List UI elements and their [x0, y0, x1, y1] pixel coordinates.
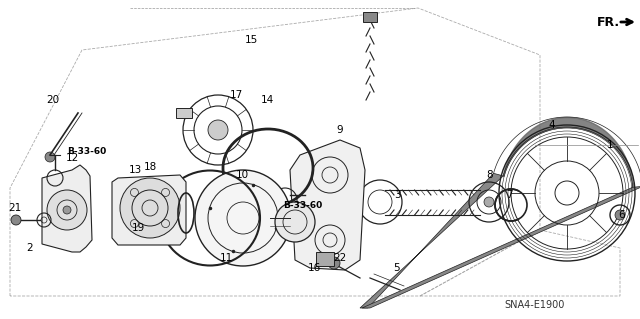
- Text: FR.: FR.: [597, 16, 620, 28]
- Text: 2: 2: [27, 243, 33, 253]
- Circle shape: [195, 170, 291, 266]
- Text: B-33-60: B-33-60: [283, 201, 323, 210]
- Bar: [316, 252, 334, 266]
- Text: 17: 17: [229, 90, 243, 100]
- Text: SNA4-E1900: SNA4-E1900: [505, 300, 565, 310]
- Text: 14: 14: [260, 95, 274, 105]
- Circle shape: [275, 202, 315, 242]
- Circle shape: [328, 257, 340, 269]
- Text: 22: 22: [333, 253, 347, 263]
- Circle shape: [11, 215, 21, 225]
- Text: 1: 1: [607, 140, 613, 150]
- Text: 4: 4: [548, 120, 556, 130]
- Text: 20: 20: [47, 95, 60, 105]
- Text: 12: 12: [65, 153, 79, 163]
- Circle shape: [120, 178, 180, 238]
- Text: 19: 19: [131, 223, 145, 233]
- Polygon shape: [362, 186, 640, 308]
- Text: 21: 21: [8, 203, 22, 213]
- Circle shape: [615, 210, 625, 220]
- Polygon shape: [42, 165, 92, 252]
- Circle shape: [47, 190, 87, 230]
- Text: 3: 3: [394, 190, 400, 200]
- Text: 8: 8: [486, 170, 493, 180]
- Text: 10: 10: [236, 170, 248, 180]
- Text: B-33-60: B-33-60: [67, 147, 106, 157]
- Circle shape: [63, 206, 71, 214]
- Polygon shape: [112, 175, 186, 245]
- Text: 18: 18: [143, 162, 157, 172]
- Text: 11: 11: [220, 253, 232, 263]
- Text: 13: 13: [129, 165, 141, 175]
- Text: 15: 15: [244, 35, 258, 45]
- Text: 9: 9: [337, 125, 343, 135]
- Bar: [363, 12, 377, 22]
- Text: 7: 7: [506, 190, 512, 200]
- Bar: [176, 108, 192, 118]
- Text: 5: 5: [393, 263, 399, 273]
- Polygon shape: [290, 140, 365, 270]
- Circle shape: [208, 120, 228, 140]
- Circle shape: [484, 197, 494, 207]
- Circle shape: [45, 152, 55, 162]
- Text: 6: 6: [619, 210, 625, 220]
- Polygon shape: [360, 173, 503, 308]
- Text: 16: 16: [307, 263, 321, 273]
